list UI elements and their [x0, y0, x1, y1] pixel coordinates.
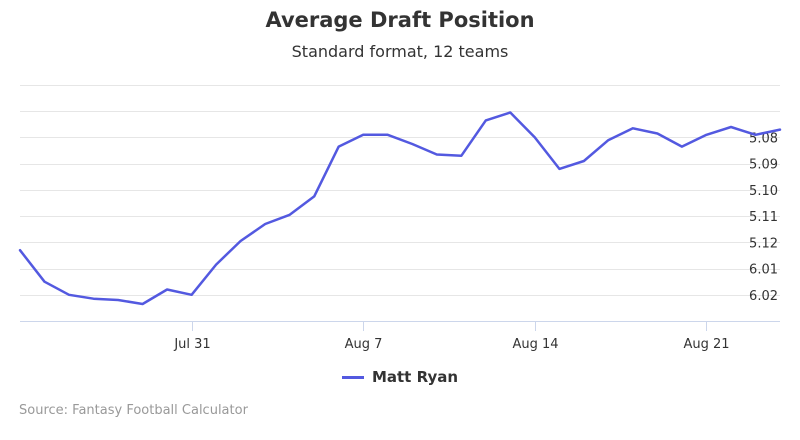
- data-point: [655, 132, 659, 136]
- series-line-matt-ryan: [18, 111, 782, 306]
- data-point: [459, 154, 463, 158]
- data-point: [288, 213, 292, 217]
- data-point: [337, 145, 341, 149]
- data-point: [606, 138, 610, 142]
- data-point: [680, 145, 684, 149]
- data-point: [508, 111, 512, 115]
- credits[interactable]: Source: Fantasy Football Calculator: [19, 403, 248, 418]
- data-point: [312, 194, 316, 198]
- x-tick-label: Aug 7: [345, 337, 383, 352]
- data-point: [43, 280, 47, 284]
- data-point: [263, 222, 267, 226]
- legend-swatch: [341, 376, 364, 379]
- legend-label: Matt Ryan: [371, 368, 459, 386]
- data-point: [92, 297, 96, 301]
- x-tick-label: Aug 21: [683, 337, 729, 352]
- data-point: [729, 125, 733, 129]
- data-point: [361, 133, 365, 137]
- data-point: [67, 293, 71, 297]
- y-tick-label: 5.09: [749, 158, 778, 173]
- y-tick-label: 6.02: [749, 289, 778, 304]
- data-point: [582, 159, 586, 163]
- data-point: [190, 293, 194, 297]
- data-point: [705, 133, 709, 137]
- data-point: [484, 118, 488, 122]
- legend[interactable]: Matt Ryan: [0, 368, 800, 386]
- data-point: [141, 302, 145, 306]
- data-point: [386, 133, 390, 137]
- data-point: [18, 248, 22, 252]
- x-tick-label: Jul 31: [173, 337, 210, 352]
- chart-title: Average Draft Position: [265, 8, 535, 32]
- chart-subtitle: Standard format, 12 teams: [291, 42, 509, 61]
- data-point: [214, 263, 218, 267]
- data-point: [239, 239, 243, 243]
- data-point: [116, 298, 120, 302]
- x-tick-label: Aug 14: [512, 337, 558, 352]
- data-point: [557, 167, 561, 171]
- data-point: [533, 135, 537, 139]
- data-point: [631, 126, 635, 130]
- y-tick-label: 5.10: [749, 184, 778, 199]
- data-point: [435, 153, 439, 157]
- data-point: [410, 142, 414, 146]
- data-point: [778, 128, 782, 132]
- y-tick-label: 5.12: [749, 236, 778, 251]
- data-point: [165, 288, 169, 292]
- data-point: [754, 133, 758, 137]
- y-tick-label: 6.01: [749, 263, 778, 278]
- y-tick-label: 5.11: [749, 210, 778, 225]
